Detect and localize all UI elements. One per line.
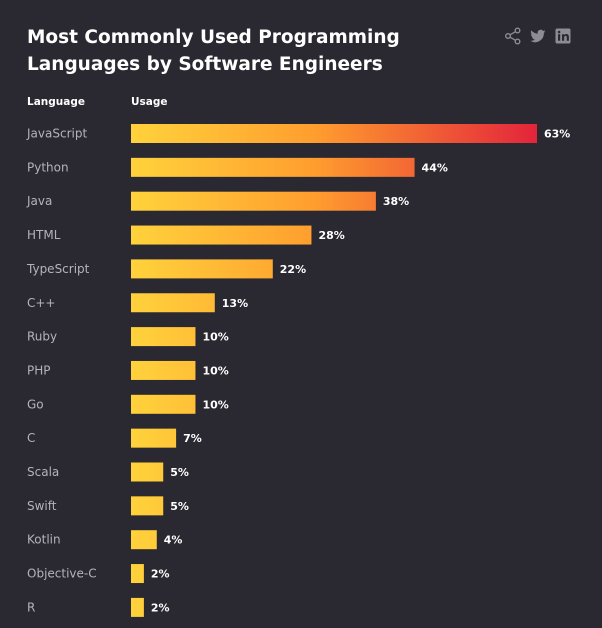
category-label-cplusplus: C++ [27,296,56,310]
category-label-typescript: TypeScript [26,262,90,276]
bar-r[interactable] [131,597,144,617]
category-label-python: Python [27,160,69,174]
value-label-r: 2% [151,601,170,614]
chart-title: Most Commonly Used Programming Languages… [27,27,400,75]
bar-php[interactable] [131,360,196,380]
bar-html[interactable] [131,225,312,245]
category-label-kotlin: Kotlin [27,533,61,547]
value-label-c: 7% [183,432,202,445]
bars-group: JavaScript 63% Python 44% Java 38% HTML 28% Type… [26,124,570,617]
bar-swift[interactable] [131,496,164,516]
bar-python[interactable] [131,157,415,177]
category-label-c: C [27,431,35,445]
category-label-r: R [27,600,35,614]
bar-objective-c[interactable] [131,564,144,584]
bar-typescript[interactable] [131,259,273,279]
category-label-swift: Swift [27,499,57,513]
value-label-javascript: 63% [544,128,570,141]
bar-go[interactable] [131,394,196,414]
bar-c[interactable] [131,428,177,448]
value-label-swift: 5% [170,500,189,513]
bar-java[interactable] [131,191,376,211]
usage-column-header: Usage [131,96,168,108]
value-label-php: 10% [202,364,228,377]
value-label-objective-c: 2% [151,568,170,581]
value-label-python: 44% [422,161,448,174]
bar-scala[interactable] [131,462,164,482]
linkedin-icon[interactable] [554,27,572,45]
value-label-cplusplus: 13% [222,297,248,310]
value-label-typescript: 22% [280,263,306,276]
category-label-go: Go [27,397,44,411]
category-label-javascript: JavaScript [26,127,87,141]
language-column-header: Language [27,96,85,108]
value-label-go: 10% [202,398,228,411]
value-label-java: 38% [383,195,409,208]
value-label-ruby: 10% [202,331,228,344]
bar-javascript[interactable] [131,124,537,143]
category-label-php: PHP [27,363,51,377]
twitter-icon[interactable] [529,27,547,45]
share-icon[interactable] [504,27,522,45]
bar-ruby[interactable] [131,327,196,347]
bar-cplusplus[interactable] [131,293,215,313]
category-label-java: Java [26,194,52,208]
category-label-scala: Scala [27,465,59,479]
category-label-objective-c: Objective-C [27,567,97,581]
value-label-scala: 5% [170,466,189,479]
category-label-html: HTML [27,228,61,242]
category-label-ruby: Ruby [27,330,57,344]
value-label-html: 28% [318,229,344,242]
value-label-kotlin: 4% [164,534,183,547]
bar-kotlin[interactable] [131,530,157,550]
